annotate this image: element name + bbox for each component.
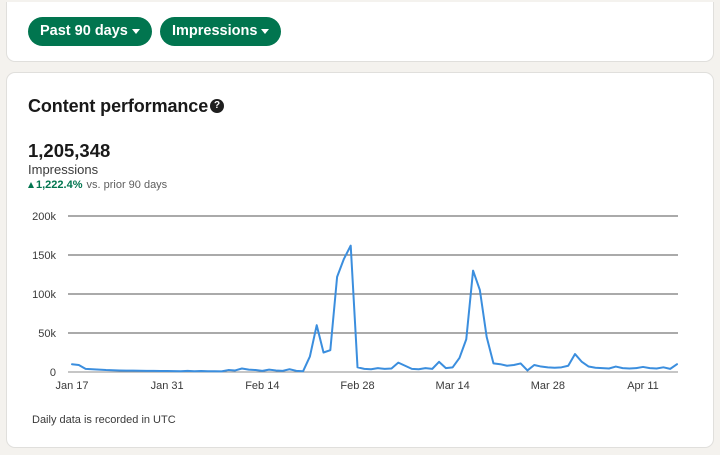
metric-dropdown[interactable]: Impressions [160,17,282,46]
change-indicator: 1,222.4% vs. prior 90 days [28,179,167,191]
caret-down-icon [131,29,140,34]
metric-dropdown-label: Impressions [172,23,258,39]
card-title: Content performance [28,96,209,116]
caret-down-icon [261,29,270,34]
x-tick-label: Jan 31 [151,380,184,392]
y-tick-label: 0 [50,367,56,379]
x-tick-label: Apr 11 [627,380,659,392]
x-tick-label: Jan 17 [55,380,88,392]
impressions-series-line [71,244,678,373]
date-range-dropdown[interactable]: Past 90 days [28,17,152,46]
arrow-up-icon [28,182,34,188]
change-percent: 1,222.4% [36,179,83,191]
y-tick-label: 150k [32,250,56,262]
y-tick-label: 200k [32,211,56,223]
content-performance-card [6,72,714,448]
y-tick-label: 50k [38,328,56,340]
x-tick-label: Mar 14 [436,380,470,392]
y-tick-label: 100k [32,289,56,301]
x-tick-label: Feb 14 [245,380,279,392]
change-comparison-text: vs. prior 90 days [86,179,168,191]
date-range-label: Past 90 days [40,23,128,39]
x-tick-label: Mar 28 [531,380,565,392]
x-tick-label: Feb 28 [340,380,374,392]
metric-label: Impressions [28,162,99,177]
utc-footnote: Daily data is recorded in UTC [32,414,176,426]
total-impressions-value: 1,205,348 [28,140,111,161]
help-icon[interactable]: ? [210,99,224,113]
